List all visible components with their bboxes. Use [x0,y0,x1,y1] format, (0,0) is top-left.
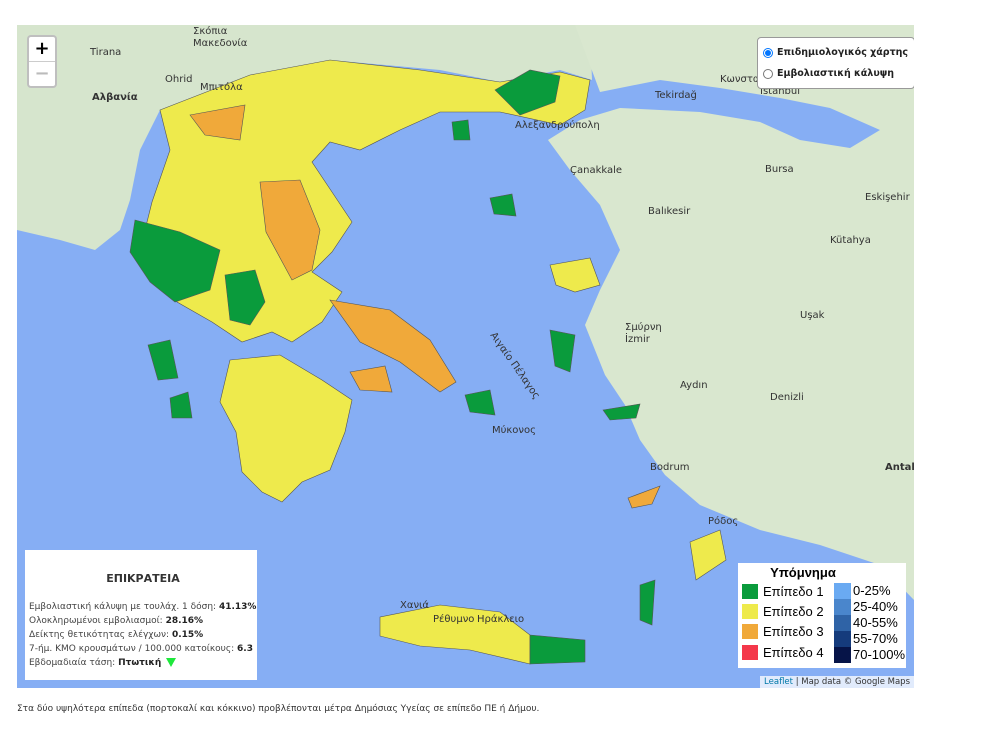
zoom-control: + − [27,35,57,88]
layer-radio[interactable] [763,68,773,79]
region-level2 [689,529,727,581]
region-level1 [529,634,586,665]
map-label: Ηράκλειο [477,613,524,625]
region-level3 [349,365,393,393]
zoom-in-button[interactable]: + [34,38,50,59]
info-row: 7-ήμ. ΚΜΟ κρουσμάτων / 100.000 κατοίκους… [29,644,253,654]
land-balkans [17,25,592,250]
info-row: Ολοκληρωμένοι εμβολιασμοί: 28.16% [29,616,204,626]
map-label: Μπιτόλα [200,81,243,93]
region-level1 [224,269,266,326]
footer-note: Στα δύο υψηλότερα επίπεδα (πορτοκαλί και… [17,704,540,714]
info-panel: ΕΠΙΚΡΑΤΕΙΑ Εμβολιαστική κάλυψη με τουλάχ… [25,550,257,680]
info-row: Δείκτης θετικότητας ελέγχων: 0.15% [29,630,204,640]
layer-radio[interactable] [763,47,773,58]
region-level1 [489,193,517,217]
map-label: Ρόδος [708,515,738,527]
region-level2 [549,257,601,293]
arrow-down-icon [166,658,177,667]
layer-option-epidemiological[interactable]: Επιδημιολογικός χάρτης [763,42,909,63]
map-label: Bodrum [650,462,690,473]
region-level3 [329,299,457,393]
layer-option-vaccination[interactable]: Εμβολιαστική κάλυψη [763,63,909,84]
info-row: Εβδομαδιαία τάση: Πτωτική [29,656,257,670]
map-canvas[interactable]: Αλβανία Tirana Σκόπια Μακεδονία Ohrid Μπ… [17,25,914,688]
attribution: Leaflet | Map data © Google Maps [760,676,914,688]
layer-control: Επιδημιολογικός χάρτης Εμβολιαστική κάλυ… [757,37,914,89]
land-turkey [548,25,914,600]
info-title: ΕΠΙΚΡΑΤΕΙΑ [106,572,180,585]
legend-level-1: Επίπεδο 1 [742,584,824,599]
region-level1 [464,389,496,416]
map-label: Denizli [770,392,804,403]
map-label: Antalya [885,462,914,473]
legend-level-4: Επίπεδο 4 [742,645,824,660]
map-label: Bursa [765,164,794,175]
map-label: Tekirdağ [654,89,697,101]
map-label: Uşak [800,310,825,321]
region-level3 [189,104,246,141]
map-label: İzmir [625,332,651,345]
region-level1 [639,579,656,626]
region-level1 [147,339,179,381]
region-level2 [219,354,353,503]
map-label: Ρέθυμνο [433,613,474,625]
map-label: Çanakkale [570,165,622,176]
map-label: Tirana [89,47,121,58]
map-label: Χανιά [400,599,429,611]
map-label: Αλεξανδρούπολη [515,119,600,131]
legend-level-2: Επίπεδο 2 [742,604,824,619]
region-level3 [259,179,321,281]
map-label: Μακεδονία [193,37,248,49]
legend: Υπόμνημα Επίπεδο 1 Επίπεδο 2 Επίπεδο 3 Ε… [738,563,906,668]
leaflet-link[interactable]: Leaflet [764,677,793,687]
legend-level-3: Επίπεδο 3 [742,624,824,639]
legend-title: Υπόμνημα [770,565,836,580]
map-label: Aydın [680,380,708,391]
map-label: Σμύρνη [625,321,662,333]
map-label: Μύκονος [492,424,536,436]
region-level1 [169,391,193,419]
map-label: Αλβανία [92,91,138,103]
map-label: Kütahya [830,235,871,246]
sea-marmara [700,98,840,130]
map-label: Ohrid [165,74,192,85]
region-level3 [627,485,661,509]
region-level1 [494,69,561,116]
map-label: Istanbul [760,86,800,97]
map-label: Balıkesir [648,206,691,217]
map-label: Σκόπια [193,25,228,37]
zoom-out-button[interactable]: − [29,61,55,86]
map-label: Eskişehir [865,192,911,203]
info-row: Εμβολιαστική κάλυψη με τουλάχ. 1 δόση: 4… [29,602,257,612]
region-level1 [129,219,221,303]
region-level1 [451,119,471,141]
map-label: Αιγαίο Πέλαγος [488,330,543,401]
map[interactable]: Αλβανία Tirana Σκόπια Μακεδονία Ohrid Μπ… [17,25,914,688]
region-level1 [602,403,641,421]
region-level1 [549,329,576,373]
